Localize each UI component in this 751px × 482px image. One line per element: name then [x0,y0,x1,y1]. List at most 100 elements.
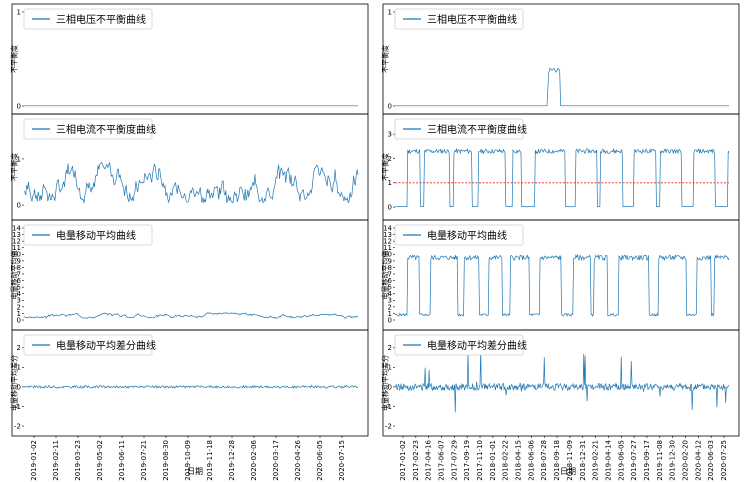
y-axis-label: 不平衡度 [381,153,390,181]
series-line [23,161,359,204]
y-tick-label: 1 [388,364,392,372]
y-tick-label: 9 [388,257,392,265]
y-tick-label: 8 [388,264,392,272]
y-tick-label: -1 [14,403,21,411]
y-tick-label: 14 [12,224,21,232]
y-tick-label: 6 [388,277,393,285]
y-tick-label: 2 [17,344,21,352]
y-ticks: 01 [17,155,24,209]
y-tick-label: 11 [383,244,392,252]
x-tick-label: 2019-02-11 [52,440,60,481]
legend-label: 三相电流不平衡度曲线 [427,123,527,136]
subplot-frame [382,329,740,437]
y-axis-label: 电量移动平均值 [10,251,19,300]
x-tick-label: 2018-04-15 [515,440,523,481]
y-tick-label: 0 [388,204,392,212]
x-tick-label: 2018-07-28 [540,440,548,481]
y-tick-label: 4 [17,290,22,298]
x-tick-label: 2020-03-17 [272,440,280,481]
y-tick-label: 3 [17,297,21,305]
y-tick-label: 9 [17,257,21,265]
x-tick-label: 2019-04-14 [604,439,612,480]
y-tick-label: 2 [17,303,21,311]
y-tick-label: 2 [388,344,392,352]
y-tick-label: 13 [383,231,392,239]
series-line [23,312,359,319]
x-axis-label-right: 日期 [560,467,576,476]
legend-box [23,8,153,30]
x-tick-label: 2017-07-29 [450,440,458,481]
series-line [394,349,730,413]
y-tick-label: 10 [12,251,21,259]
y-tick-label: 6 [17,277,22,285]
legend: 电量移动平均差分曲线 [23,334,156,356]
x-tick-label: 2017-01-02 [399,440,407,481]
y-axis-label: 电量移动平均差分 [381,355,390,411]
legend-label: 电量移动平均差分曲线 [56,339,156,352]
y-tick-label: 1 [17,364,21,372]
x-tick-label: 2020-06-03 [707,440,715,481]
legend: 三相电压不平衡曲线 [23,8,153,30]
x-tick-label: 2018-01-01 [489,440,497,481]
legend: 电量移动平均曲线 [394,224,524,246]
y-tick-label: 0 [17,383,21,391]
x-tick-label: 2019-12-28 [228,440,236,481]
y-tick-label: 10 [383,251,392,259]
subplot-right-1: 0 1 不平衡度 三相电压不平衡曲线 [381,3,740,115]
x-tick-label: 2019-05-02 [96,440,104,481]
x-axis-label-left: 日期 [187,467,203,476]
y-tick-label: 8 [17,264,21,272]
x-tick-label: 2019-06-05 [617,440,625,481]
x-tick-label: 2019-08-30 [162,440,170,481]
x-tick-label: 2018-11-09 [566,440,574,481]
x-tick-label: 2017-11-10 [476,440,484,481]
subplot-right-4: -2 -1 0 1 2 电量移动平均差分 电量移动平均差分曲线 [381,329,740,437]
y-tick-label: 14 [383,224,392,232]
legend-label: 三相电压不平衡曲线 [56,13,146,26]
y-tick-label: 2 [388,303,392,311]
x-tick-label: 2019-11-18 [206,440,214,481]
x-tick-label: 2018-12-31 [579,440,587,481]
y-axis-label: 电量移动平均差分 [10,355,19,411]
y-tick-label: 5 [388,284,392,292]
x-tick-label: 2019-11-08 [656,440,664,481]
y-tick-label: 1 [388,179,392,187]
y-tick-label: 11 [12,244,21,252]
series-line [23,384,359,389]
y-tick-label: 5 [17,284,21,292]
x-tick-label: 2019-12-30 [669,440,677,481]
y-axis-label: 电量移动平均值 [381,251,390,300]
x-tick-label: 2019-10-09 [184,440,192,481]
x-tick-label: 2020-07-25 [720,440,728,481]
y-tick-label: 1 [17,8,21,16]
x-tick-label: 2018-02-22 [502,440,510,481]
y-tick-label: 0 [388,383,392,391]
legend-box [394,118,524,140]
x-tick-label: 2019-02-21 [592,440,600,481]
legend: 三相电流不平衡度曲线 [394,118,527,140]
y-tick-label: 12 [383,238,392,246]
series-line [394,253,730,317]
legend: 电量移动平均曲线 [23,224,153,246]
y-tick-label: 12 [12,238,21,246]
y-tick-label: 0 [388,102,392,110]
y-axis-label: 不平衡度 [10,45,19,73]
x-tick-label: 2020-04-12 [694,440,702,481]
subplot-grid: 01不平衡度三相电压不平衡曲线01不平衡度三相电压不平衡曲线01不平衡度三相电流… [10,3,740,437]
x-tick-label: 2020-06-05 [316,440,324,481]
series-line [394,147,730,208]
y-tick-label: 13 [12,231,21,239]
subplot-right-2: 0 1 2 3 不平衡度 三相电流不平衡度曲线 [381,113,740,221]
y-ticks: -2 -1 0 1 2 [385,344,395,430]
y-tick-label: 0 [388,316,392,324]
x-tick-label: 2019-09-17 [643,440,651,481]
legend-box [23,224,153,246]
x-tick-label: 2020-02-06 [250,439,258,480]
y-tick-label: -1 [385,403,392,411]
y-tick-label: 1 [388,310,392,318]
legend-label: 电量移动平均差分曲线 [427,339,527,352]
